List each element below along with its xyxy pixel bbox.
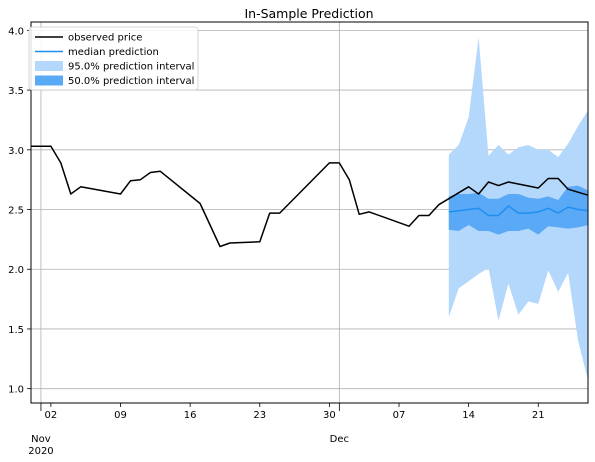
x-tick-label: 30 <box>323 410 336 421</box>
x-month-label: Nov <box>31 434 51 445</box>
plot-frame <box>30 21 589 404</box>
line-median-prediction <box>448 205 589 217</box>
legend-box <box>28 26 199 91</box>
axes: 1.0 1.5 2.0 2.5 3.0 3.5 4.0 02 09 16 23 30 07 14 21 Nov… <box>8 26 545 457</box>
y-tick-label: 3.5 <box>8 86 24 97</box>
chart-title: In-Sample Prediction <box>244 6 373 21</box>
y-tick-label: 3.0 <box>8 146 24 157</box>
legend-label: median prediction <box>68 47 159 58</box>
legend-swatch <box>35 75 63 86</box>
series-lines <box>31 145 589 248</box>
x-tick-label: 21 <box>532 410 545 421</box>
x-tick-label: 02 <box>45 410 58 421</box>
y-tick-label: 2.5 <box>8 206 24 217</box>
y-tick-label: 1.0 <box>8 385 24 396</box>
legend: observed price median prediction 95.0% pre… <box>28 26 199 91</box>
legend-label: 95.0% prediction interval <box>68 62 194 73</box>
y-tick-label: 2.0 <box>8 265 24 276</box>
x-year-label: 2020 <box>28 446 53 457</box>
y-tick-label: 4.0 <box>8 26 24 37</box>
prediction-intervals <box>448 37 588 381</box>
line-observed-price <box>31 145 589 248</box>
x-tick-label: 16 <box>184 410 197 421</box>
legend-swatch <box>35 61 63 71</box>
y-tick-label: 1.5 <box>8 325 24 336</box>
x-month-label: Dec <box>330 434 349 445</box>
legend-label: observed price <box>68 33 142 44</box>
x-tick-label: 23 <box>253 410 266 421</box>
legend-label: 50.0% prediction interval <box>68 76 194 87</box>
x-tick-label: 07 <box>393 410 406 421</box>
band-50-0-prediction-interval <box>448 185 588 235</box>
x-tick-label: 09 <box>114 410 127 421</box>
x-tick-label: 14 <box>462 410 475 421</box>
